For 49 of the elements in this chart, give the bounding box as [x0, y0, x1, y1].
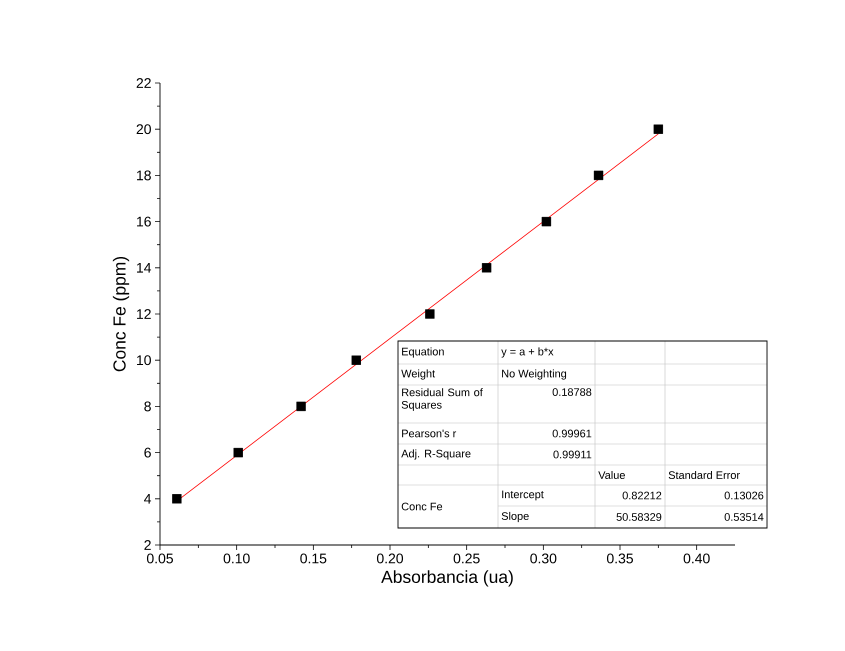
annotation: Pearson's r: [402, 430, 456, 438]
y-tick-label: 8: [144, 401, 151, 412]
point: [654, 124, 664, 134]
annotation: 0.99911: [553, 450, 592, 458]
y-tick-label: 22: [136, 78, 151, 88]
point: [594, 170, 604, 180]
annotation: 0.53514: [724, 513, 764, 521]
annotation: Standard Error: [668, 470, 740, 480]
annotation: 50.58329: [616, 513, 662, 521]
y-tick-label: 20: [136, 124, 151, 134]
y-tick-label: 16: [137, 216, 151, 227]
x-axis-title: Absorbancia (ua): [381, 570, 513, 586]
annotation: 0.13026: [724, 492, 764, 500]
x-tick-label: 0.15: [300, 554, 326, 564]
annotation: Residual Sum of Squares: [402, 388, 483, 411]
y-tick-label: 10: [137, 355, 151, 366]
annotation: Intercept: [502, 490, 544, 500]
annotation: 0.82212: [622, 492, 662, 500]
x-tick-label: 0.35: [606, 554, 633, 564]
y-tick-label: 14: [137, 263, 152, 273]
point: [542, 216, 552, 226]
annotation: Adj. R-Square: [401, 449, 471, 460]
point: [296, 402, 306, 412]
annotation: No Weighting: [502, 369, 566, 380]
y-tick-label: 6: [144, 448, 151, 458]
x-tick-label: 0.40: [684, 554, 710, 564]
annotation: Conc Fe: [402, 502, 442, 510]
x-tick-label: 0.25: [454, 554, 480, 564]
x-tick-label: 0.20: [376, 554, 404, 564]
annotation: 0.99961: [552, 430, 592, 438]
y-axis-title: Conc Fe (ppm): [112, 256, 130, 372]
point: [425, 309, 435, 319]
y-tick-label: 2: [144, 540, 151, 550]
point: [234, 448, 243, 458]
annotation: y = a + b*x: [501, 347, 554, 358]
annotation: 0.18788: [552, 388, 592, 396]
annotation: Equation: [402, 347, 444, 358]
x-tick-label: 0.05: [146, 554, 173, 564]
y-tick-label: 4: [144, 494, 152, 504]
point: [172, 494, 182, 504]
y-tick-label: 12: [137, 309, 151, 319]
point: [482, 263, 492, 272]
y-tick-label: 18: [137, 170, 151, 180]
annotation: Weight: [401, 369, 436, 380]
x-tick-label: 0.30: [530, 554, 556, 564]
annotation: Slope: [502, 512, 529, 522]
point: [352, 356, 361, 365]
x-tick-label: 0.10: [224, 554, 250, 564]
annotation: Value: [598, 470, 625, 480]
